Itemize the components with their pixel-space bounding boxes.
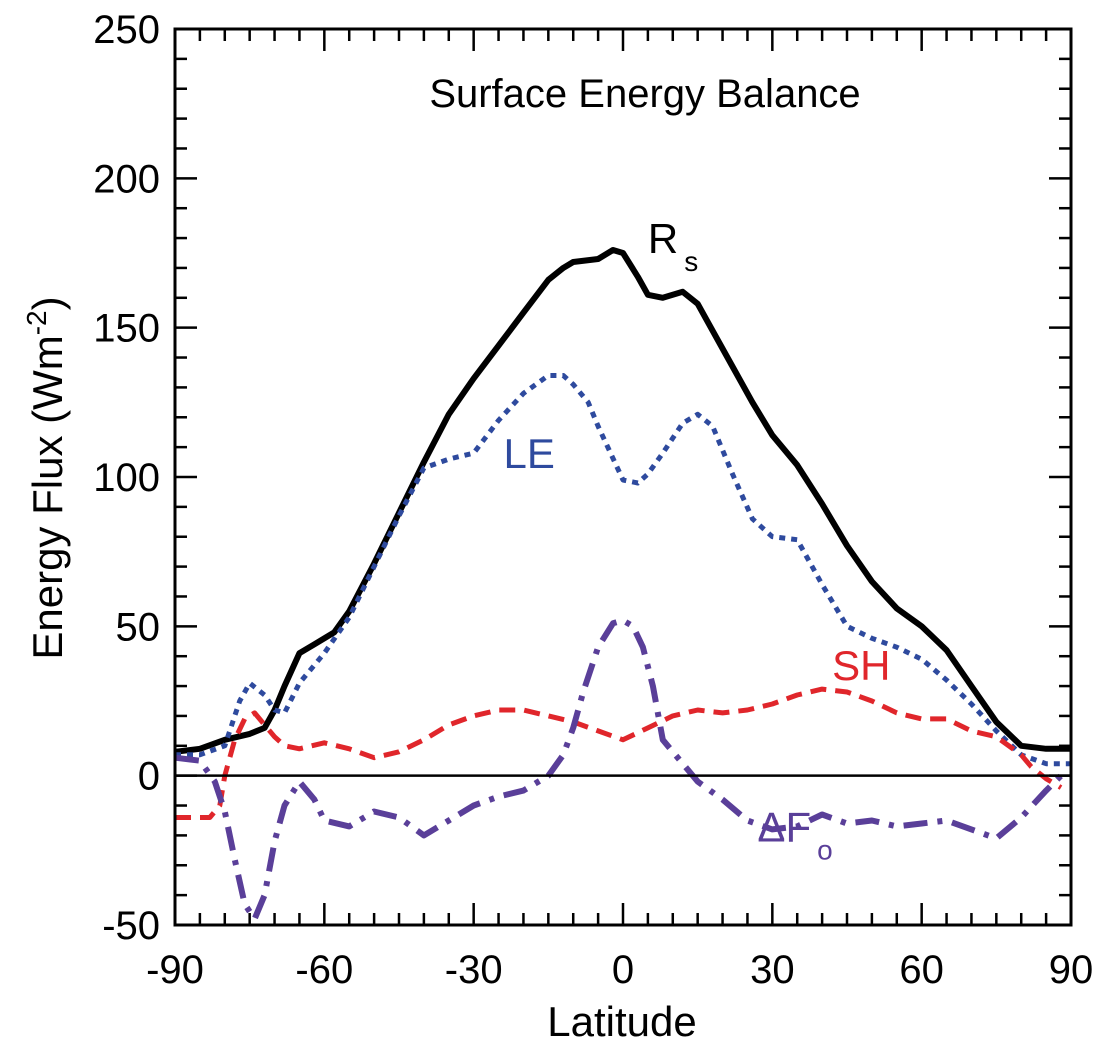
y-axis-title: Energy Flux (Wm-2) <box>21 296 71 659</box>
y-axis-title-main: Energy Flux (Wm <box>24 335 71 659</box>
series-line-3 <box>174 617 1064 922</box>
series-label-2: SH <box>832 642 890 689</box>
y-axis-title-close: ) <box>24 296 71 310</box>
y-tick-label: 0 <box>138 755 160 799</box>
x-tick-label: -90 <box>146 948 204 992</box>
x-tick-label: 90 <box>1049 948 1094 992</box>
chart-title: Surface Energy Balance <box>429 72 860 116</box>
series-line-0 <box>174 247 1071 755</box>
y-tick-label: 50 <box>116 605 161 649</box>
ticks <box>173 27 1073 927</box>
x-axis-title: Latitude <box>547 998 696 1045</box>
y-tick-label: -50 <box>102 904 160 948</box>
tick-labels: -90 -60 -30 0 30 60 90 -50 0 50 100 150 200 250 <box>93 8 1093 992</box>
x-tick-label: 30 <box>750 948 795 992</box>
series-line-1 <box>175 373 1071 767</box>
x-tick-label: 60 <box>899 948 944 992</box>
x-tick-label: -30 <box>445 948 503 992</box>
y-tick-label: 150 <box>93 307 160 351</box>
y-axis-title-sup: -2 <box>21 310 52 335</box>
series-label-3: ΔF o <box>757 803 832 865</box>
x-tick-label: 0 <box>612 948 634 992</box>
y-tick-label: 100 <box>93 456 160 500</box>
series-line-2 <box>175 686 1063 820</box>
y-tick-label: 200 <box>93 157 160 201</box>
x-tick-label: -60 <box>295 948 353 992</box>
y-tick-label: 250 <box>93 8 160 52</box>
series-label-1: LE <box>504 430 555 477</box>
